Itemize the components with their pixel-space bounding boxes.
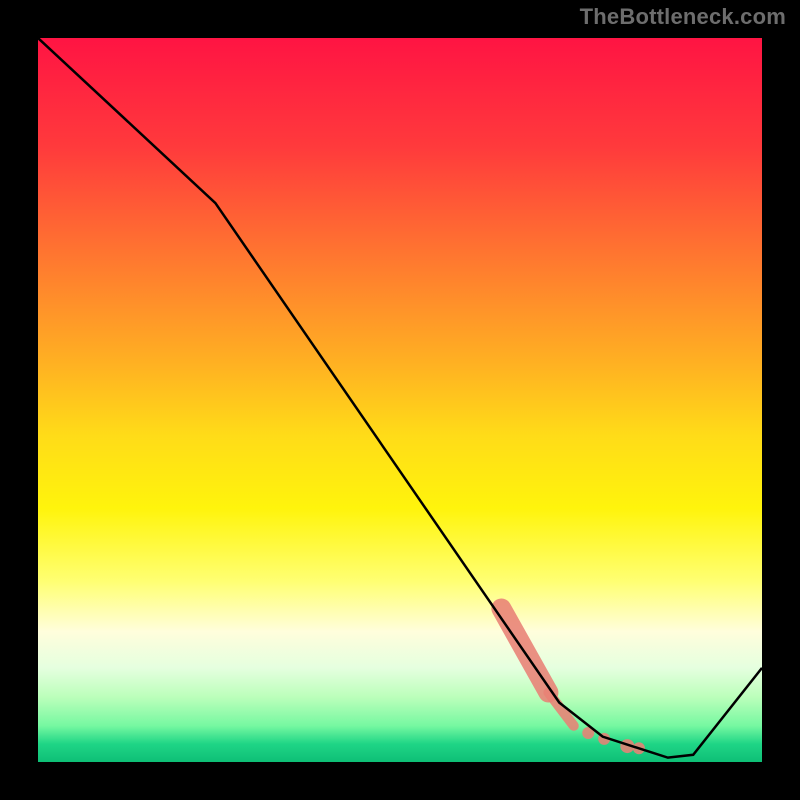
watermark-text: TheBottleneck.com: [580, 4, 786, 30]
gradient-background: [38, 38, 762, 762]
plot-svg: [0, 0, 800, 800]
chart-container: TheBottleneck.com: [0, 0, 800, 800]
